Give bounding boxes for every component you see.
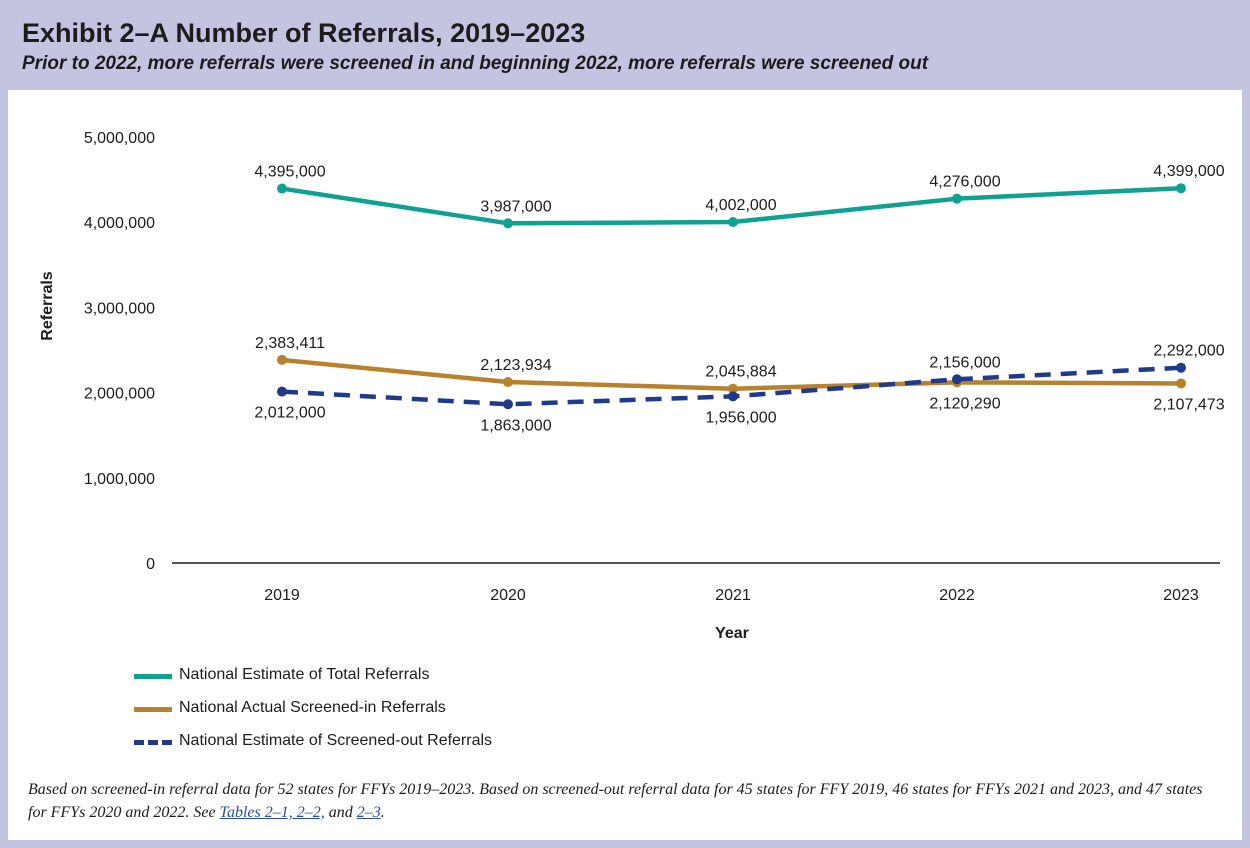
y-tick-label: 1,000,000: [84, 471, 155, 488]
y-tick-label: 2,000,000: [84, 386, 155, 403]
exhibit-subtitle: Prior to 2022, more referrals were scree…: [22, 53, 929, 74]
legend-swatch-total: [134, 674, 172, 679]
table-2-3-link[interactable]: 2–3: [356, 804, 381, 821]
data-label: 1,863,000: [480, 417, 551, 434]
line-chart: 0 1,000,000 2,000,000 3,000,000 4,000,000 5,0…: [39, 130, 1225, 642]
legend-label-total: National Estimate of Total Referrals: [179, 666, 430, 683]
y-axis-title: Referrals: [39, 271, 56, 340]
data-label: 3,987,000: [480, 198, 551, 215]
data-point: [503, 399, 513, 410]
data-point: [952, 374, 962, 385]
data-label: 2,045,884: [705, 364, 776, 381]
data-label: 2,120,290: [929, 395, 1000, 412]
legend-label-screened-out: National Estimate of Screened-out Referr…: [179, 732, 493, 749]
x-tick-label: 2019: [264, 587, 300, 604]
data-point: [952, 193, 962, 204]
data-label: 2,123,934: [480, 357, 551, 374]
x-axis-title: Year: [715, 625, 749, 642]
exhibit-title: Exhibit 2–A Number of Referrals, 2019–20…: [22, 18, 586, 48]
data-point: [277, 354, 287, 365]
data-point: [1176, 378, 1186, 389]
note-mid: and: [324, 804, 357, 821]
data-point: [277, 183, 287, 194]
data-label: 1,956,000: [705, 409, 776, 426]
data-label: 4,002,000: [705, 197, 776, 214]
data-point: [1176, 183, 1186, 194]
source-note: Based on screened-in referral data for 5…: [28, 778, 1208, 824]
legend-swatch-screened-in: [134, 707, 172, 712]
y-tick-label: 5,000,000: [84, 130, 155, 147]
data-label: 2,383,411: [255, 335, 325, 352]
x-tick-label: 2021: [715, 587, 751, 604]
data-label: 4,276,000: [929, 174, 1000, 191]
tables-link[interactable]: Tables 2–1, 2–2,: [219, 804, 325, 821]
data-point: [277, 386, 287, 397]
x-tick-label: 2020: [490, 587, 526, 604]
data-point: [503, 377, 513, 388]
note-text: Based on screened-in referral data for 5…: [28, 781, 1203, 821]
y-tick-label: 0: [146, 556, 155, 573]
data-label: 2,107,473: [1153, 396, 1224, 413]
data-label: 4,399,000: [1153, 163, 1224, 180]
data-label: 2,012,000: [254, 405, 325, 422]
data-point: [728, 391, 738, 402]
legend-label-screened-in: National Actual Screened-in Referrals: [179, 699, 446, 716]
y-tick-label: 3,000,000: [84, 300, 155, 317]
data-label: 2,292,000: [1153, 343, 1224, 360]
data-label: 4,395,000: [254, 164, 325, 181]
legend-swatch-screened-out: [134, 740, 172, 745]
data-point: [1176, 362, 1186, 373]
y-tick-label: 4,000,000: [84, 215, 155, 232]
exhibit-header: Exhibit 2–A Number of Referrals, 2019–20…: [0, 0, 1250, 88]
note-end: .: [380, 804, 385, 821]
chart-panel: 0 1,000,000 2,000,000 3,000,000 4,000,000 5,0…: [8, 90, 1242, 840]
data-point: [728, 217, 738, 228]
x-tick-label: 2022: [939, 587, 975, 604]
data-label: 2,156,000: [929, 354, 1000, 371]
x-tick-label: 2023: [1163, 587, 1199, 604]
data-point: [728, 383, 738, 394]
data-point: [503, 218, 513, 229]
